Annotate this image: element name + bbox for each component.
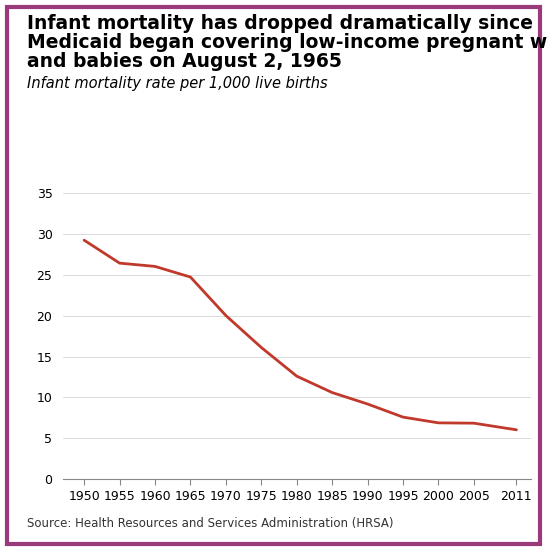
Text: Medicaid began covering low-income pregnant women: Medicaid began covering low-income pregn… (27, 33, 547, 52)
Text: Infant mortality rate per 1,000 live births: Infant mortality rate per 1,000 live bir… (27, 76, 328, 91)
Text: Infant mortality has dropped dramatically since: Infant mortality has dropped dramaticall… (27, 14, 533, 33)
Text: Source: Health Resources and Services Administration (HRSA): Source: Health Resources and Services Ad… (27, 517, 394, 530)
Text: and babies on August 2, 1965: and babies on August 2, 1965 (27, 52, 342, 71)
